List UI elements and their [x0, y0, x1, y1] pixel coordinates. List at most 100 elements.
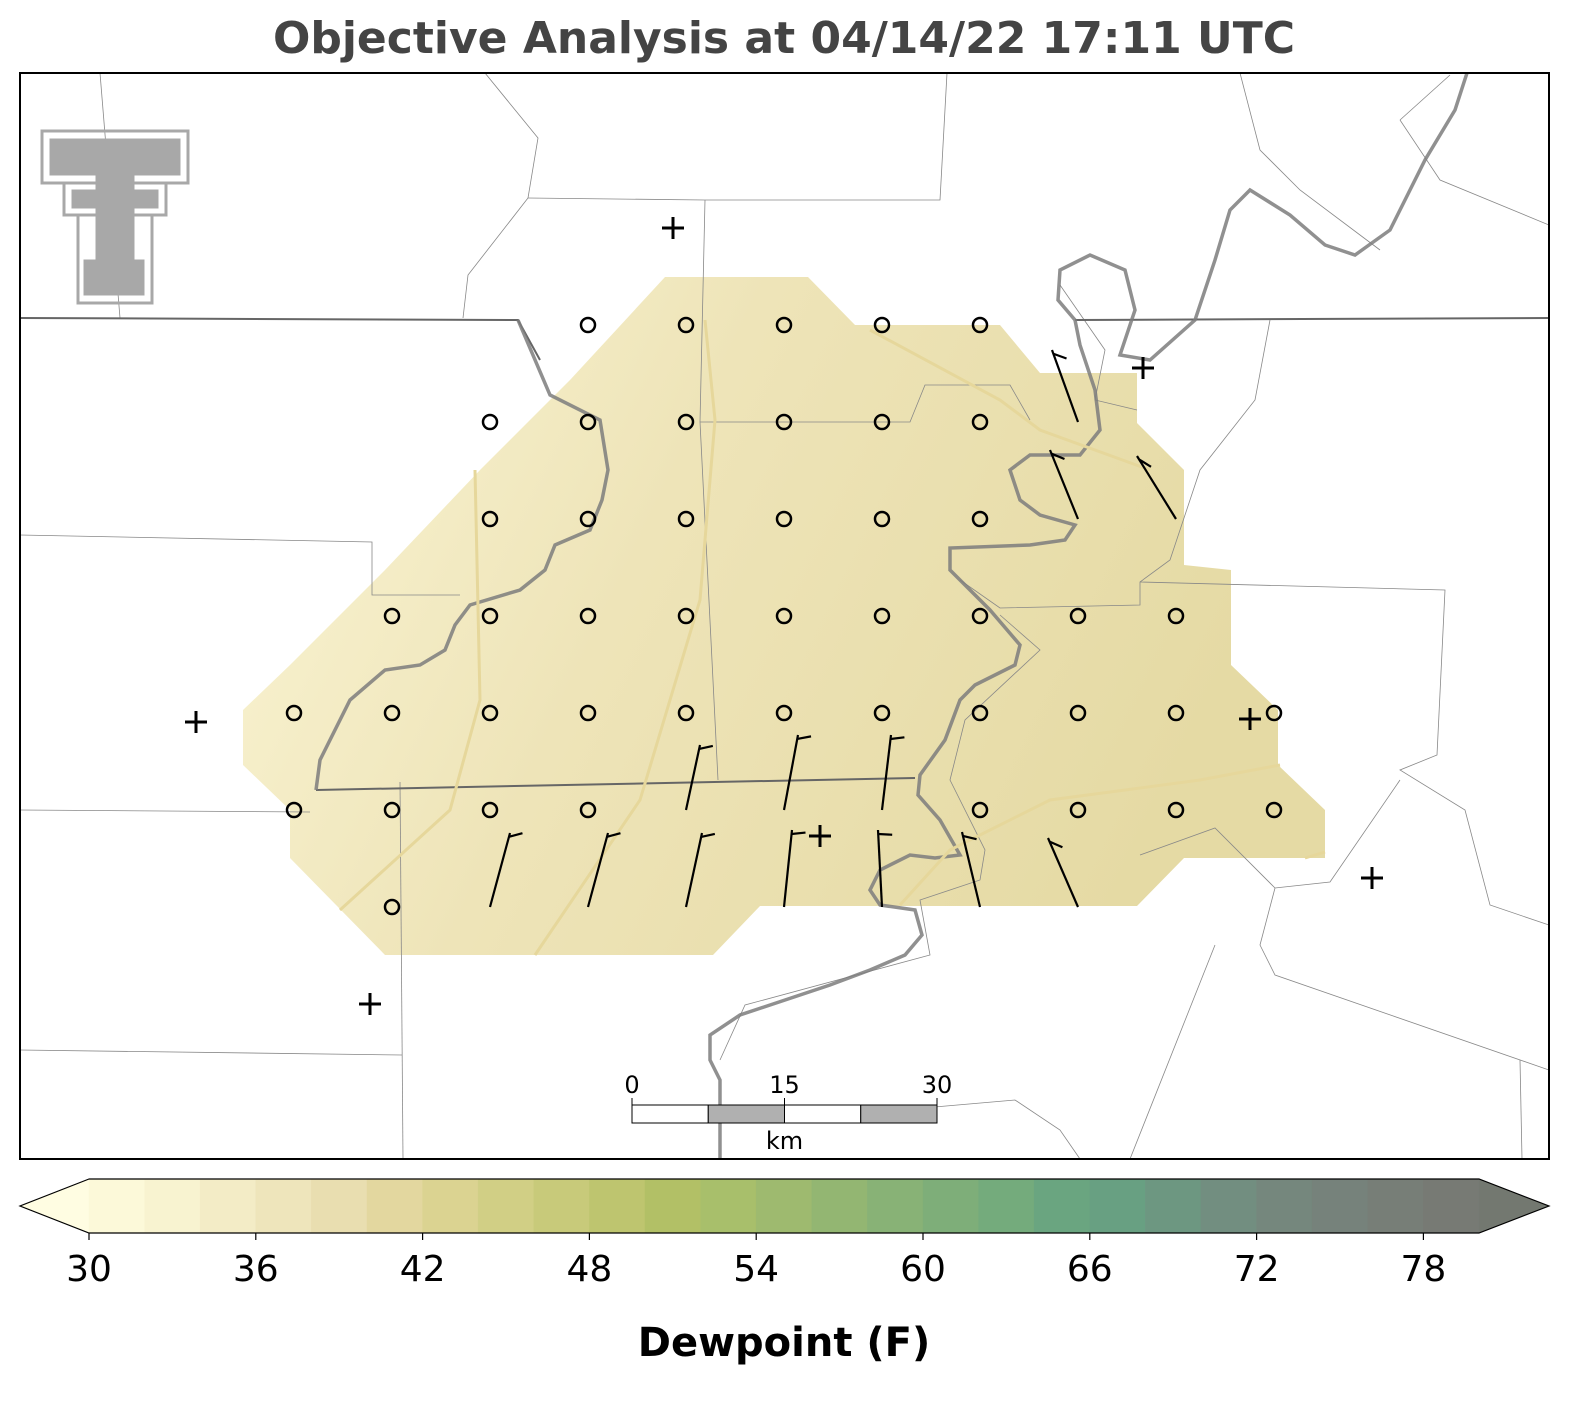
calm-station [677, 510, 695, 528]
calm-station [971, 607, 989, 625]
colorbar-bin [533, 1178, 590, 1234]
site-marker [1239, 708, 1261, 730]
wind-barb [1136, 455, 1177, 520]
calm-station [775, 413, 793, 431]
colorbar-tick-label: 36 [233, 1249, 279, 1290]
calm-station [579, 316, 597, 334]
calm-station [873, 704, 891, 722]
colorbar-bin [1145, 1178, 1202, 1234]
calm-station [971, 510, 989, 528]
colorbar-bin [1089, 1178, 1146, 1234]
colorbar-extend-low [20, 1179, 89, 1233]
calm-station [579, 801, 597, 819]
calm-station [1167, 704, 1185, 722]
title: Objective Analysis at 04/14/22 17:11 UTC [273, 13, 1295, 64]
calm-station [285, 801, 303, 819]
contour-lines [338, 319, 1326, 956]
calm-station [481, 704, 499, 722]
calm-station [677, 607, 695, 625]
stations [185, 217, 1383, 1015]
analysis-field [243, 277, 1325, 955]
colorbar-tick-label: 66 [1067, 1249, 1113, 1290]
scale-label: 0 [624, 1071, 639, 1099]
calm-station [971, 316, 989, 334]
scale-bar: 0 15 30 km [624, 1071, 952, 1155]
map-frame [19, 72, 1550, 1160]
scale-segment [707, 1104, 785, 1124]
scale-segment [860, 1104, 938, 1124]
colorbar-tick-label: 78 [1400, 1249, 1446, 1290]
scale-label: 30 [922, 1071, 953, 1099]
calm-station [775, 607, 793, 625]
colorbar-bin [978, 1178, 1035, 1234]
calm-station [677, 413, 695, 431]
rivers [314, 73, 1469, 1159]
colorbar-bin [867, 1178, 924, 1234]
wind-barb-flag [797, 735, 812, 741]
colorbar-bin [755, 1178, 813, 1234]
calm-station [383, 607, 401, 625]
calm-station [481, 510, 499, 528]
wind-barb [1050, 349, 1080, 423]
calm-station [873, 413, 891, 431]
colorbar-bin [1200, 1178, 1257, 1234]
wind-barb-flag [508, 832, 523, 838]
wind-barb-flag [962, 834, 977, 841]
colorbar-tick-label: 54 [733, 1249, 779, 1290]
colorbar-bin [422, 1178, 479, 1234]
calm-station [775, 704, 793, 722]
calm-station [1265, 801, 1283, 819]
wind-barb-flag [791, 831, 806, 836]
colorbar-bin [311, 1178, 368, 1234]
county-borders [20, 73, 1549, 1159]
wind-barb [684, 832, 704, 908]
site-marker [359, 993, 381, 1015]
site-marker [185, 711, 207, 733]
colorbar: 30 36 42 48 54 60 66 72 78 [18, 1178, 1551, 1290]
colorbar-bin [477, 1178, 535, 1234]
colorbar-bin [700, 1178, 757, 1234]
colorbar-tick-label: 60 [900, 1249, 946, 1290]
colorbar-bin [1367, 1178, 1424, 1234]
scale-segment [631, 1104, 709, 1124]
calm-station [971, 413, 989, 431]
calm-station [1069, 801, 1087, 819]
scale-label: 15 [769, 1071, 800, 1099]
calm-station [775, 316, 793, 334]
wind-barb [586, 832, 610, 908]
colorbar-tick-label: 42 [400, 1249, 446, 1290]
colorbar-bin [366, 1178, 423, 1234]
site-marker [662, 217, 684, 239]
colorbar-bin [811, 1178, 868, 1234]
site-marker [1132, 357, 1154, 379]
wind-barb-flag [1049, 840, 1063, 849]
colorbar-bin [1423, 1178, 1480, 1234]
map [20, 73, 1549, 1159]
calm-station [1167, 801, 1185, 819]
colorbar-tick-label: 48 [566, 1249, 612, 1290]
scale-unit: km [766, 1127, 803, 1155]
wind-barb [1046, 837, 1080, 908]
colorbar-outline [18, 1178, 1551, 1234]
calm-station [481, 801, 499, 819]
calm-station [873, 316, 891, 334]
colorbar-extend-high [1479, 1179, 1549, 1233]
wind-barb-flag [606, 832, 621, 838]
calm-station [971, 704, 989, 722]
wind-barb-flag [698, 744, 714, 750]
colorbar-bin [199, 1178, 257, 1234]
calm-station [383, 898, 401, 916]
wind-barb [782, 734, 800, 811]
colorbar-bin [1311, 1178, 1369, 1234]
colorbar-tick-label: 72 [1234, 1249, 1280, 1290]
calm-station [873, 510, 891, 528]
colorbar-label: Dewpoint (F) [638, 1320, 931, 1366]
wind-barb-flag [890, 736, 905, 741]
colorbar-bin [88, 1178, 145, 1234]
logo [40, 129, 190, 305]
calm-station [481, 413, 499, 431]
colorbar-bin [255, 1178, 312, 1234]
wind-barb-flag [878, 832, 893, 836]
wind-barb-flag [1138, 458, 1152, 468]
